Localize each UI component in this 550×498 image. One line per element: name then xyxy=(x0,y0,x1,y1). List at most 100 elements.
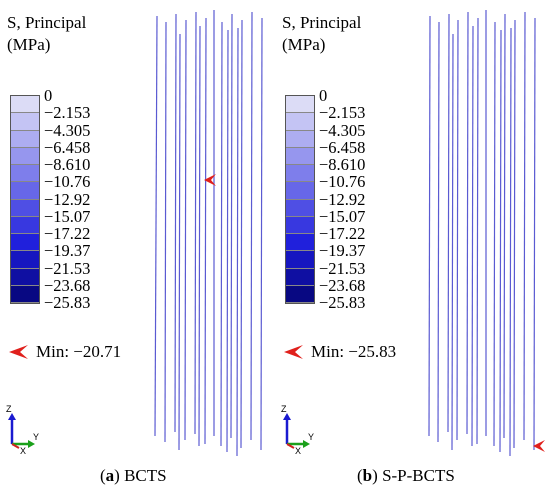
min-indicator: Min: −25.83 xyxy=(283,342,396,362)
legend-color-bar xyxy=(285,95,315,304)
min-arrow-icon xyxy=(9,345,28,359)
rebar-line xyxy=(466,11,469,435)
rebar-line xyxy=(184,19,187,441)
rebar-line xyxy=(451,33,454,451)
legend-label: −15.07 xyxy=(44,206,91,226)
rebar-line xyxy=(174,13,177,433)
legend-swatch xyxy=(286,234,314,252)
legend-swatch xyxy=(286,113,314,131)
legend-swatch xyxy=(11,251,39,269)
legend-label: −4.305 xyxy=(319,120,366,140)
legend-label: −17.22 xyxy=(44,224,91,243)
rebar-line xyxy=(447,13,450,433)
legend-swatch xyxy=(11,199,39,217)
legend-label: −15.07 xyxy=(319,206,366,226)
legend-swatch xyxy=(11,130,39,148)
rebar-line xyxy=(428,15,431,437)
legend-label: −2.153 xyxy=(44,103,91,123)
legend-swatch xyxy=(11,96,39,114)
legend-label: −25.83 xyxy=(44,293,91,312)
legend-label: −23.68 xyxy=(319,275,366,295)
rebar-line xyxy=(493,21,496,447)
rebar-line xyxy=(250,11,253,441)
legend-swatch xyxy=(11,182,39,200)
caption-text: S-P-BCTS xyxy=(382,466,455,485)
legend-swatch xyxy=(286,216,314,234)
legend-label: −10.76 xyxy=(319,172,366,192)
rebar-line xyxy=(154,15,158,437)
legend-swatch xyxy=(286,130,314,148)
min-value: Min: −25.83 xyxy=(311,342,397,361)
legend-swatch xyxy=(286,251,314,269)
legend-swatch xyxy=(11,113,39,131)
legend-swatch xyxy=(286,268,314,286)
caption-a: (a) BCTS xyxy=(100,466,167,485)
legend-label: −17.22 xyxy=(319,224,366,243)
panel-bcts: S, Principal (MPa) 0 −2.153 −4.305 −6.458 −8… xyxy=(6,10,263,485)
panel-s-p-bcts: S, Principal (MPa) 0 −2.153 −4.305 −6.458 −8… xyxy=(275,0,550,498)
axis-triad-icon: Z Y X xyxy=(6,404,39,456)
legend-label: −8.610 xyxy=(44,155,91,174)
legend-label: −21.53 xyxy=(44,258,91,278)
rebar-line xyxy=(240,19,243,449)
rebar-line xyxy=(471,25,474,447)
legend-label: −2.153 xyxy=(319,103,366,123)
legend-label: −19.37 xyxy=(44,241,91,261)
legend-label: −10.76 xyxy=(44,172,91,192)
triad-y-label: Y xyxy=(33,432,39,442)
rebar-line xyxy=(230,13,233,439)
legend-color-bar xyxy=(10,95,40,304)
caption-label: a xyxy=(105,466,115,485)
legend-swatch xyxy=(11,234,39,252)
legend-swatch xyxy=(11,285,39,303)
legend-label: −6.458 xyxy=(44,137,91,157)
rebar-line xyxy=(513,19,516,449)
rebar-line xyxy=(178,33,181,451)
rebar-line xyxy=(499,29,502,453)
legend-swatch xyxy=(286,147,314,165)
rebar-line xyxy=(437,21,440,443)
axis-triad-icon: Z Y X xyxy=(281,404,314,456)
legend-swatch xyxy=(286,96,314,114)
triad-x-label: X xyxy=(295,446,301,456)
rebar-line xyxy=(236,27,239,457)
triad-y-label: Y xyxy=(308,432,314,442)
legend-label: −12.92 xyxy=(319,189,366,209)
legend-label: −6.458 xyxy=(319,137,366,157)
min-arrow-icon xyxy=(284,345,303,359)
legend-label: −8.610 xyxy=(319,155,366,174)
rebar-line xyxy=(198,25,201,447)
rebar-line xyxy=(204,17,207,445)
caption-b: (b) S-P-BCTS xyxy=(357,466,455,485)
legend-title-unit: (MPa) xyxy=(7,35,51,54)
rebar-line xyxy=(260,17,263,451)
legend-label: −25.83 xyxy=(319,293,366,312)
legend-label: −19.37 xyxy=(319,241,366,261)
min-location-marker xyxy=(204,174,216,186)
legend-title: S, Principal (MPa) xyxy=(282,12,361,56)
legend-label: −4.305 xyxy=(44,120,91,140)
legend-swatch xyxy=(11,216,39,234)
legend-swatch xyxy=(286,165,314,183)
caption-text: BCTS xyxy=(124,466,167,485)
legend-label: 0 xyxy=(44,86,53,105)
rebar-line xyxy=(194,11,197,435)
legend-labels: 0 −2.153 −4.305 −6.458 −8.610 −10.76 −12.92 −15… xyxy=(44,86,91,312)
rebar-line xyxy=(456,19,459,441)
rebar-line xyxy=(220,21,223,447)
caption-label: b xyxy=(362,466,373,485)
rebar-line xyxy=(503,13,506,439)
min-value: Min: −20.71 xyxy=(36,342,122,361)
rebar-line xyxy=(533,17,536,451)
legend-title-unit: (MPa) xyxy=(282,35,326,54)
legend-title-line1: S, Principal xyxy=(7,13,87,32)
legend-swatch xyxy=(11,268,39,286)
legend-title-line1: S, Principal xyxy=(282,13,362,32)
legend-label: 0 xyxy=(319,86,328,105)
legend-label: −21.53 xyxy=(319,258,366,278)
legend-swatch xyxy=(286,182,314,200)
legend-swatch xyxy=(11,165,39,183)
legend-label: −23.68 xyxy=(44,275,91,295)
rebar-line xyxy=(164,21,167,443)
legend-title: S, Principal (MPa) xyxy=(7,12,86,56)
